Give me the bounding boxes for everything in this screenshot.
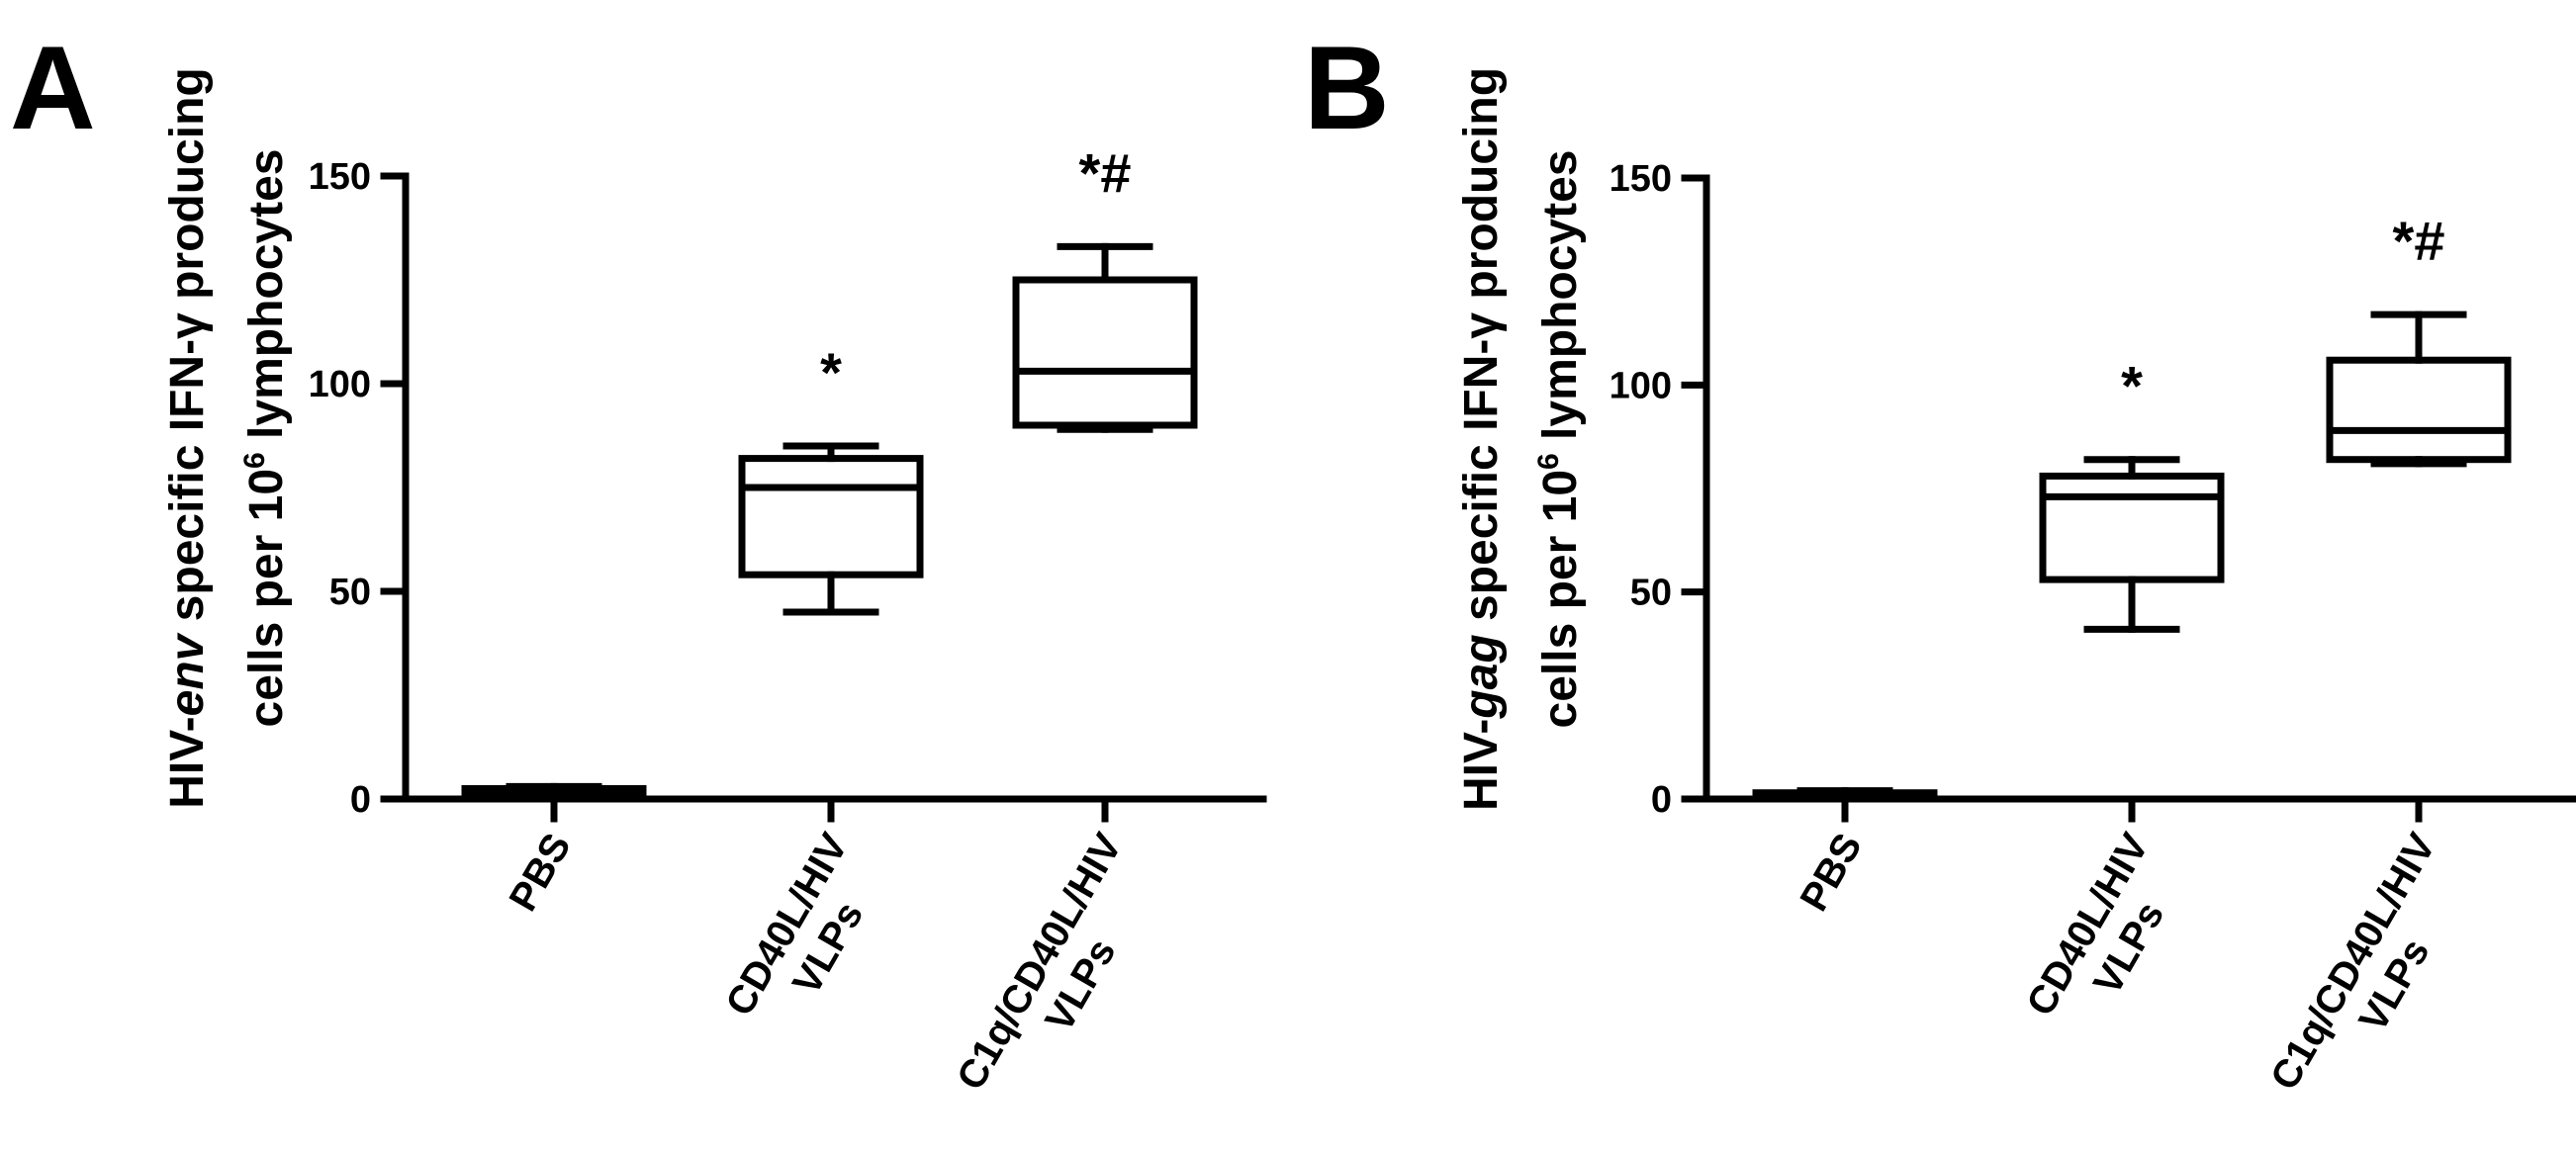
panel-b: B 0 50 100 150 HIV-gag specific IFN-γ produci… bbox=[1304, 22, 2576, 1120]
significance-marker: * bbox=[2121, 355, 2143, 417]
box-plot-3: *# C1q/CD40L/HIVVLPs bbox=[949, 141, 1198, 1120]
y-tick-label: 100 bbox=[309, 364, 371, 405]
box-plot-1: PBS bbox=[1752, 787, 1938, 919]
panel-a: A 0 50 100 150 HIV-env specific IFN-γ produci… bbox=[10, 22, 1267, 1120]
x-tick-label: CD40L/HIVVLPs bbox=[717, 826, 897, 1046]
box-plot-1: PBS bbox=[461, 782, 647, 919]
y-axis-label-line2: cells per 106 lymphocytes bbox=[1532, 150, 1587, 729]
significance-marker: *# bbox=[2393, 210, 2445, 272]
y-tick-label: 150 bbox=[1610, 158, 1672, 200]
y-tick-label: 50 bbox=[1630, 573, 1672, 614]
y-tick-label: 100 bbox=[1610, 365, 1672, 406]
iqr-box bbox=[738, 455, 924, 578]
significance-marker: * bbox=[820, 341, 842, 403]
y-tick-label: 150 bbox=[309, 156, 371, 198]
panel-letter: A bbox=[10, 22, 96, 154]
y-axis-label-line1: HIV-env specific IFN-γ producing bbox=[161, 67, 214, 808]
x-tick-label: C1q/CD40L/HIVVLPs bbox=[949, 826, 1171, 1120]
box-plot-2: * CD40L/HIVVLPs bbox=[2018, 355, 2225, 1046]
significance-marker: *# bbox=[1079, 141, 1132, 204]
iqr-box bbox=[2039, 472, 2225, 583]
panel-letter: B bbox=[1304, 22, 1390, 154]
iqr-box bbox=[1012, 276, 1198, 429]
iqr-box bbox=[2326, 356, 2512, 464]
y-tick-label: 50 bbox=[329, 572, 371, 613]
x-tick-label: PBS bbox=[502, 827, 580, 919]
y-tick-label: 0 bbox=[1651, 779, 1672, 821]
box-plot-2: * CD40L/HIVVLPs bbox=[717, 341, 924, 1046]
x-tick-label: CD40L/HIVVLPs bbox=[2018, 826, 2198, 1046]
y-tick-label: 0 bbox=[350, 779, 371, 821]
x-tick-label: C1q/CD40L/HIVVLPs bbox=[2262, 826, 2485, 1120]
box-plot-3: *# C1q/CD40L/HIVVLPs bbox=[2262, 210, 2512, 1120]
y-axis-label-line1: HIV-gag specific IFN-γ producing bbox=[1455, 67, 1508, 811]
x-tick-label: PBS bbox=[1793, 827, 1871, 919]
y-axis-label-line2: cells per 106 lymphocytes bbox=[238, 149, 293, 728]
